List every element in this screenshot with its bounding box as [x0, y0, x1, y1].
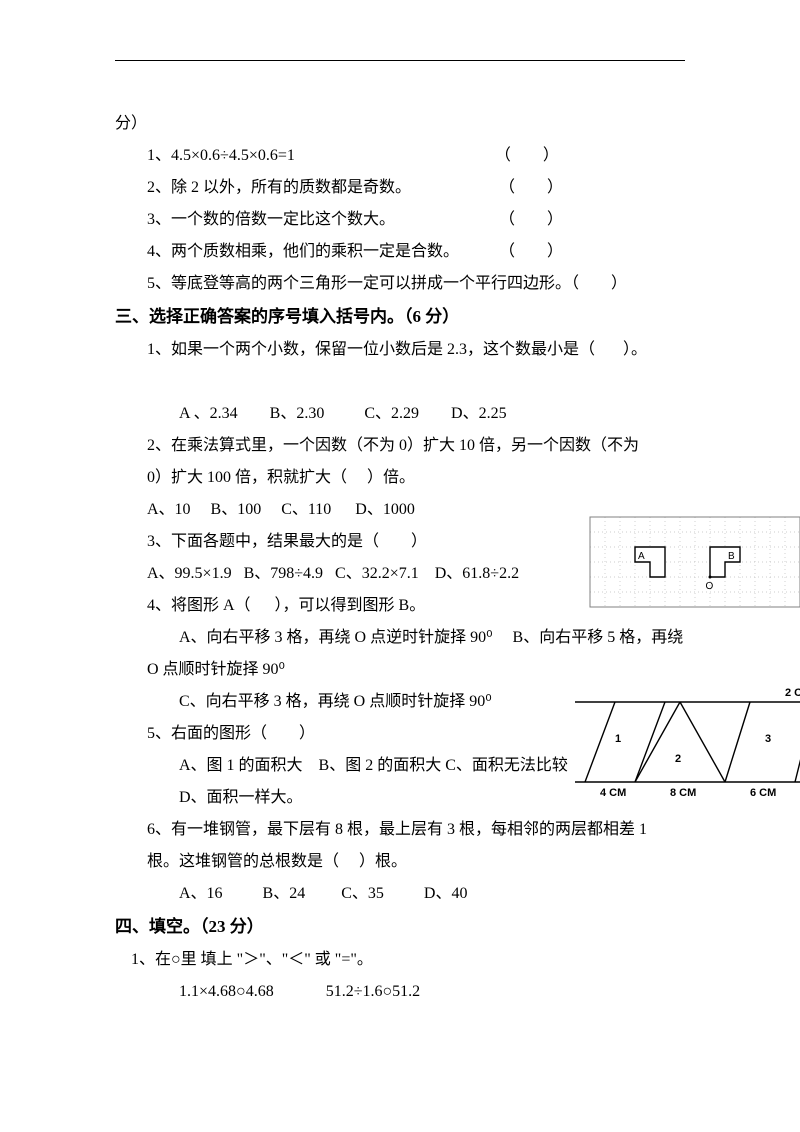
q3-4-optA[interactable]: A、向右平移 3 格，再绕 O 点逆时针旋择 90⁰ B、向右平移 5 格，再绕 — [115, 622, 685, 654]
tf-item-5: 5、等底登等高的两个三角形一定可以拼成一个平行四边形。（ ） — [115, 268, 685, 300]
svg-text:1: 1 — [615, 733, 621, 745]
svg-text:O: O — [706, 581, 714, 592]
page-content: 分） 1、4.5×0.6÷4.5×0.6=1 （ ） 2、除 2 以外，所有的质数… — [115, 108, 685, 1008]
tf-text: 除 2 以外，所有的质数都是奇数。 — [171, 179, 411, 196]
tf-paren[interactable]: （ ） — [499, 179, 563, 196]
q4-1-stem: 1、在○里 填上 "＞"、"＜" 或 "="。 — [115, 944, 685, 976]
tf-paren[interactable]: （ ） — [571, 275, 627, 292]
tf-no: 3、 — [147, 211, 171, 228]
q3-1-stem: 1、如果一个两个小数，保留一位小数后是 2.3，这个数最小是（ ）。 — [115, 334, 685, 366]
tf-paren[interactable]: （ ） — [499, 211, 563, 228]
tf-item-3: 3、一个数的倍数一定比这个数大。 （ ） — [115, 204, 685, 236]
tf-paren[interactable]: （ ） — [499, 243, 563, 260]
tf-item-1: 1、4.5×0.6÷4.5×0.6=1 （ ） — [115, 140, 685, 172]
section-3-title: 三、选择正确答案的序号填入括号内。（6 分） — [115, 300, 685, 334]
svg-text:8 CM: 8 CM — [670, 787, 696, 799]
q3-6-l2: 根。这堆钢管的总根数是（ ）根。 — [115, 846, 685, 878]
svg-text:4 CM: 4 CM — [600, 787, 626, 799]
q3-6-l1: 6、有一堆钢管，最下层有 8 根，最上层有 3 根，每相邻的两层都相差 1 — [115, 814, 685, 846]
tf-text: 等底登等高的两个三角形一定可以拼成一个平行四边形。 — [171, 275, 571, 292]
grid-figure: A B O — [585, 516, 800, 608]
svg-text:3: 3 — [765, 733, 771, 745]
tf-text: 一个数的倍数一定比这个数大。 — [171, 211, 395, 228]
tf-no: 5、 — [147, 275, 171, 292]
tf-item-4: 4、两个质数相乘，他们的乘积一定是合数。 （ ） — [115, 236, 685, 268]
q3-2-l2: 0）扩大 100 倍，积就扩大（ ）倍。 — [115, 462, 685, 494]
triangle-figure: 1 2 3 2 CM 4 CM 8 CM 6 CM — [575, 682, 800, 802]
svg-text:B: B — [728, 551, 735, 562]
page-rule-top — [115, 60, 685, 61]
q3-6-opts[interactable]: A、16 B、24 C、35 D、40 — [115, 878, 685, 910]
svg-text:A: A — [638, 551, 645, 562]
tf-no: 4、 — [147, 243, 171, 260]
q3-1-opts[interactable]: A 、2.34 B、2.30 C、2.29 D、2.25 — [115, 398, 685, 430]
svg-text:2: 2 — [675, 753, 681, 765]
tf-text: 4.5×0.6÷4.5×0.6=1 — [171, 147, 295, 164]
q4-1-line[interactable]: 1.1×4.68○4.68 51.2÷1.6○51.2 — [115, 976, 685, 1008]
svg-text:6 CM: 6 CM — [750, 787, 776, 799]
blank-line — [115, 366, 685, 398]
header-fen: 分） — [115, 108, 685, 140]
tri-svg: 1 2 3 2 CM 4 CM 8 CM 6 CM — [575, 682, 800, 802]
grid-svg: A B O — [585, 516, 800, 608]
tf-text: 两个质数相乘，他们的乘积一定是合数。 — [171, 243, 459, 260]
tf-no: 2、 — [147, 179, 171, 196]
tf-paren[interactable]: （ ） — [495, 147, 559, 164]
tf-item-2: 2、除 2 以外，所有的质数都是奇数。 （ ） — [115, 172, 685, 204]
svg-text:2 CM: 2 CM — [785, 687, 800, 699]
section-4-title: 四、填空。（23 分） — [115, 910, 685, 944]
q3-2-l1: 2、在乘法算式里，一个因数（不为 0）扩大 10 倍，另一个因数（不为 — [115, 430, 685, 462]
tf-no: 1、 — [147, 147, 171, 164]
